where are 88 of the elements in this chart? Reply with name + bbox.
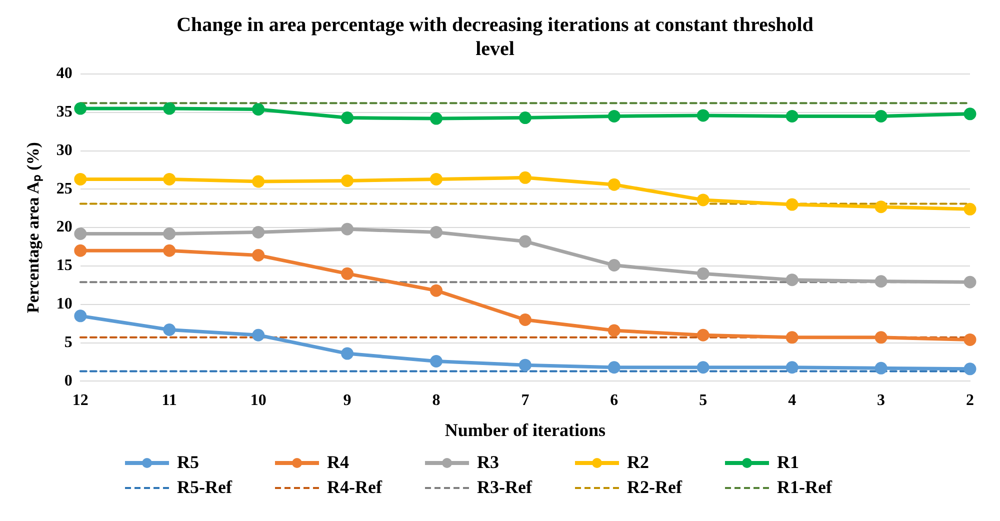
point [786, 274, 798, 286]
point [786, 331, 798, 344]
point [608, 110, 620, 122]
point [163, 227, 176, 240]
y-tick-label: 5 [64, 334, 72, 351]
point [163, 323, 176, 336]
point [341, 347, 354, 360]
legend-label: R4 [327, 452, 349, 473]
point [874, 200, 888, 214]
legend-label: R2-Ref [627, 477, 682, 498]
point [74, 172, 87, 186]
point [341, 222, 354, 236]
point [608, 178, 620, 191]
point [964, 202, 976, 216]
legend-label: R5 [177, 452, 199, 473]
point [341, 112, 354, 124]
point [252, 249, 265, 262]
point [430, 354, 442, 368]
point [608, 258, 620, 272]
x-tick-label: 12 [72, 392, 88, 409]
x-tick-label: 10 [250, 392, 266, 409]
point [252, 175, 265, 188]
y-tick-label: 35 [56, 104, 72, 121]
chart-title: Change in area percentage with decreasing iterations at constant threshold level [176, 14, 814, 60]
point [608, 361, 620, 374]
point [518, 358, 532, 372]
point [163, 244, 176, 257]
point [874, 331, 888, 344]
point [341, 267, 354, 280]
point [518, 314, 532, 326]
y-tick-label: 20 [56, 218, 72, 236]
x-tick-label: 3 [877, 392, 886, 409]
point [430, 172, 442, 186]
point [786, 198, 798, 211]
point [74, 102, 87, 115]
y-tick-label: 25 [56, 180, 72, 198]
point [964, 108, 976, 120]
legend-label: R3-Ref [477, 477, 532, 498]
x-tick-label: 4 [788, 392, 796, 409]
point [74, 227, 87, 240]
point [518, 171, 532, 184]
point [163, 172, 176, 186]
x-tick-label: 2 [966, 392, 974, 409]
legend-label: R4-Ref [327, 477, 382, 498]
x-tick-label: 6 [610, 392, 618, 409]
point [696, 109, 710, 122]
point [430, 226, 442, 238]
point [252, 226, 265, 238]
point [74, 244, 87, 257]
y-tick-label: 30 [56, 142, 72, 159]
point [786, 110, 798, 122]
point [518, 112, 532, 124]
point [696, 267, 710, 280]
point [696, 328, 710, 342]
point [696, 361, 710, 374]
legend-label: R3 [477, 452, 499, 473]
point [163, 102, 176, 115]
point [252, 103, 265, 116]
x-axis-title: Number of iterations [444, 420, 606, 440]
point [874, 275, 888, 288]
y-tick-label: 0 [64, 372, 72, 390]
x-tick-label: 5 [699, 392, 708, 409]
point [252, 328, 265, 342]
point [430, 284, 442, 297]
point [608, 324, 620, 337]
point [341, 174, 354, 187]
x-tick-label: 11 [162, 392, 177, 409]
x-tick-label: 7 [521, 392, 530, 409]
y-tick-label: 15 [56, 257, 72, 274]
point [874, 110, 888, 122]
y-axis-title: Percentage area Aₚ (%) [24, 142, 44, 314]
y-tick-label: 10 [56, 296, 72, 313]
legend-label: R5-Ref [177, 477, 232, 498]
point [964, 333, 976, 346]
legend-label: R1 [777, 452, 799, 473]
point [964, 362, 976, 376]
point [74, 310, 87, 322]
legend-label: R1-Ref [777, 477, 832, 498]
point [696, 194, 710, 206]
point [874, 362, 888, 374]
point [430, 112, 442, 125]
point [518, 235, 532, 248]
x-tick-label: 9 [343, 392, 352, 409]
legend-label: R2 [627, 452, 649, 473]
point [786, 361, 798, 374]
x-tick-label: 8 [432, 392, 440, 409]
point [964, 276, 976, 288]
y-tick-label: 40 [56, 65, 72, 82]
